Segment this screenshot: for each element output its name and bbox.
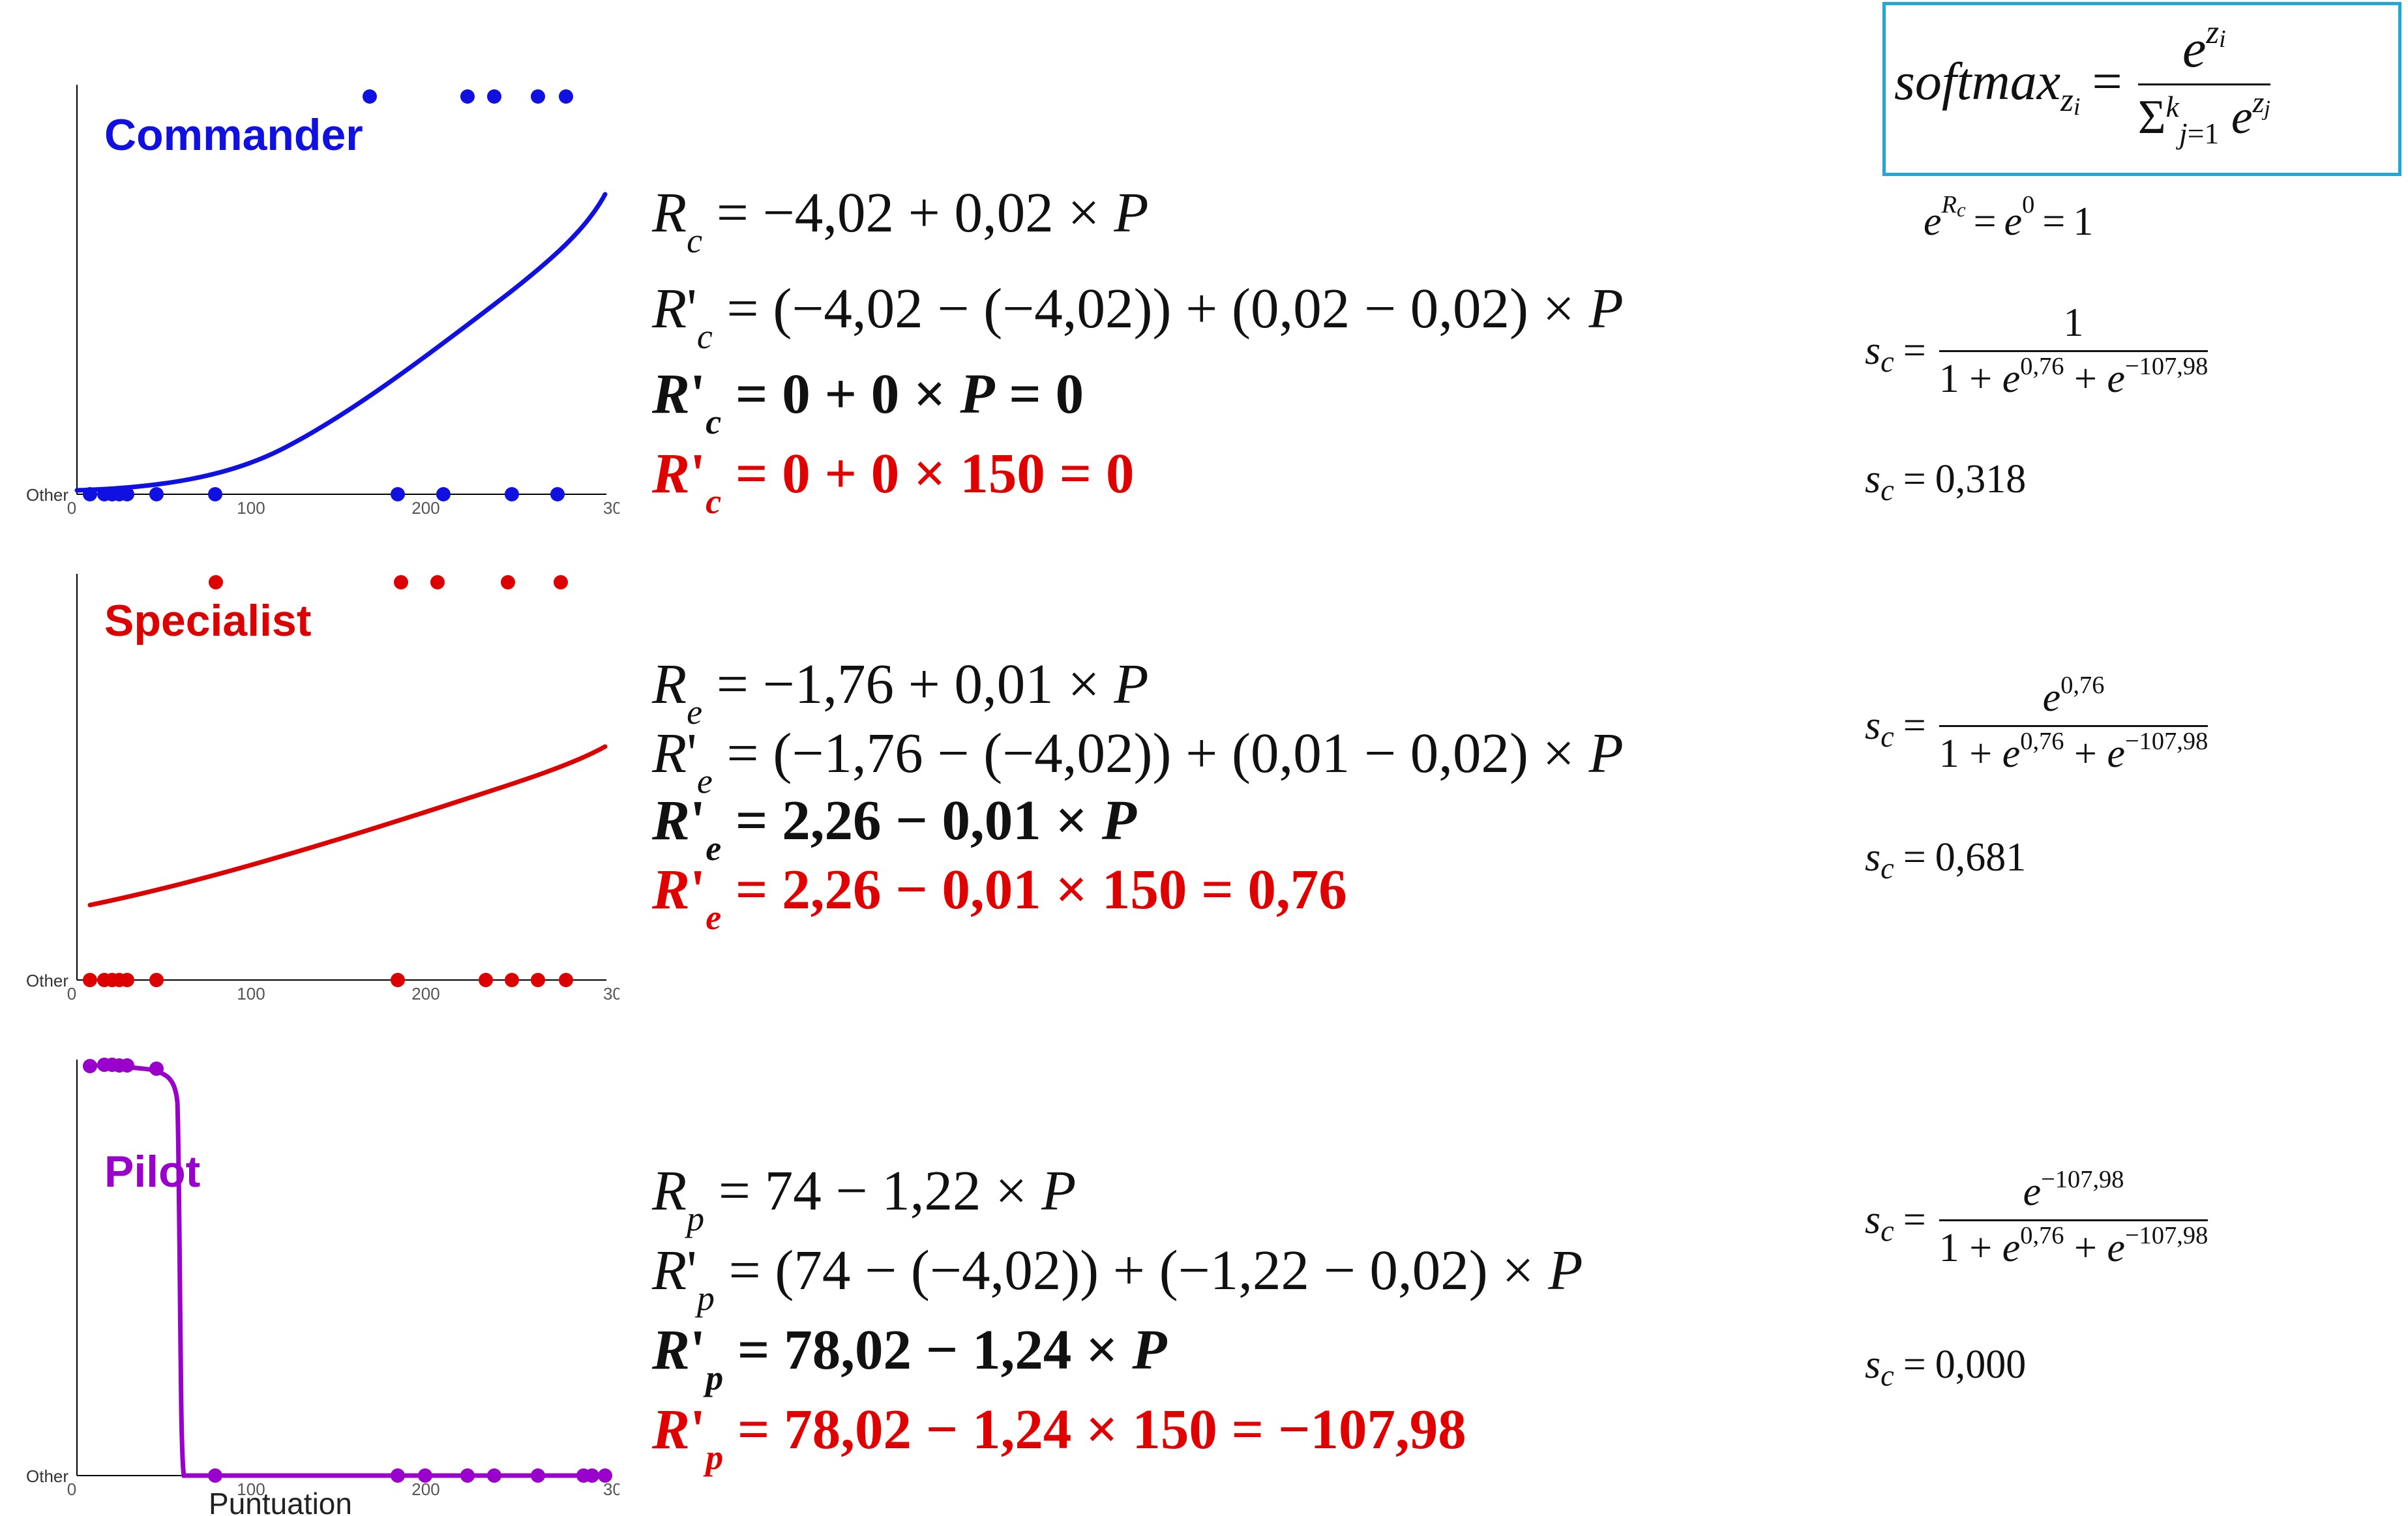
svg-text:100: 100 [237, 984, 265, 1003]
svg-text:Pilot: Pilot [104, 1147, 200, 1196]
svg-text:100: 100 [237, 498, 265, 518]
svg-text:200: 200 [411, 498, 439, 518]
svg-text:300: 300 [603, 984, 619, 1003]
svg-text:Puntuation: Puntuation [209, 1487, 352, 1516]
svg-text:Other: Other [26, 485, 68, 505]
svg-text:Specialist: Specialist [104, 596, 312, 646]
svg-text:Other: Other [26, 971, 68, 990]
svg-text:Other: Other [26, 1466, 68, 1486]
svg-text:200: 200 [411, 984, 439, 1003]
svg-text:300: 300 [603, 498, 619, 518]
svg-text:Commander: Commander [104, 110, 363, 160]
